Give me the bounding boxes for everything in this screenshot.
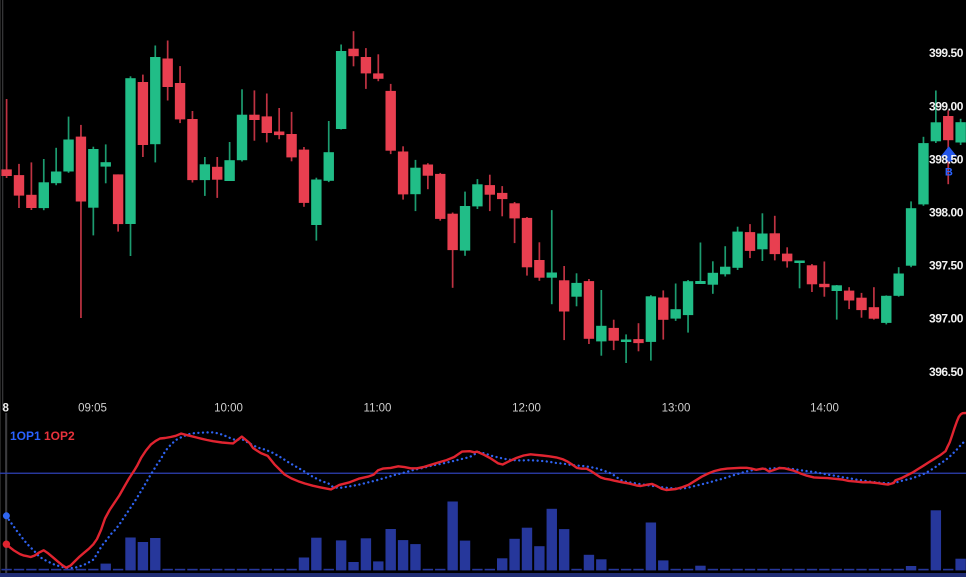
svg-text:10:00: 10:00 (214, 403, 243, 415)
svg-text:396.50: 396.50 (929, 365, 964, 379)
svg-text:14:00: 14:00 (810, 403, 839, 415)
svg-text:1OP1: 1OP1 (10, 429, 41, 443)
svg-text:8: 8 (3, 403, 10, 415)
svg-text:11:00: 11:00 (364, 403, 392, 415)
svg-text:399.50: 399.50 (929, 46, 964, 60)
svg-text:397.00: 397.00 (929, 312, 964, 326)
svg-text:1OP2: 1OP2 (44, 429, 75, 443)
svg-text:B: B (945, 167, 953, 179)
svg-text:12:00: 12:00 (512, 403, 541, 415)
svg-text:13:00: 13:00 (662, 403, 691, 415)
svg-text:397.50: 397.50 (929, 259, 964, 273)
svg-text:398.50: 398.50 (929, 152, 964, 166)
svg-text:09:05: 09:05 (78, 403, 107, 415)
svg-text:398.00: 398.00 (929, 206, 964, 220)
svg-text:399.00: 399.00 (929, 99, 964, 113)
